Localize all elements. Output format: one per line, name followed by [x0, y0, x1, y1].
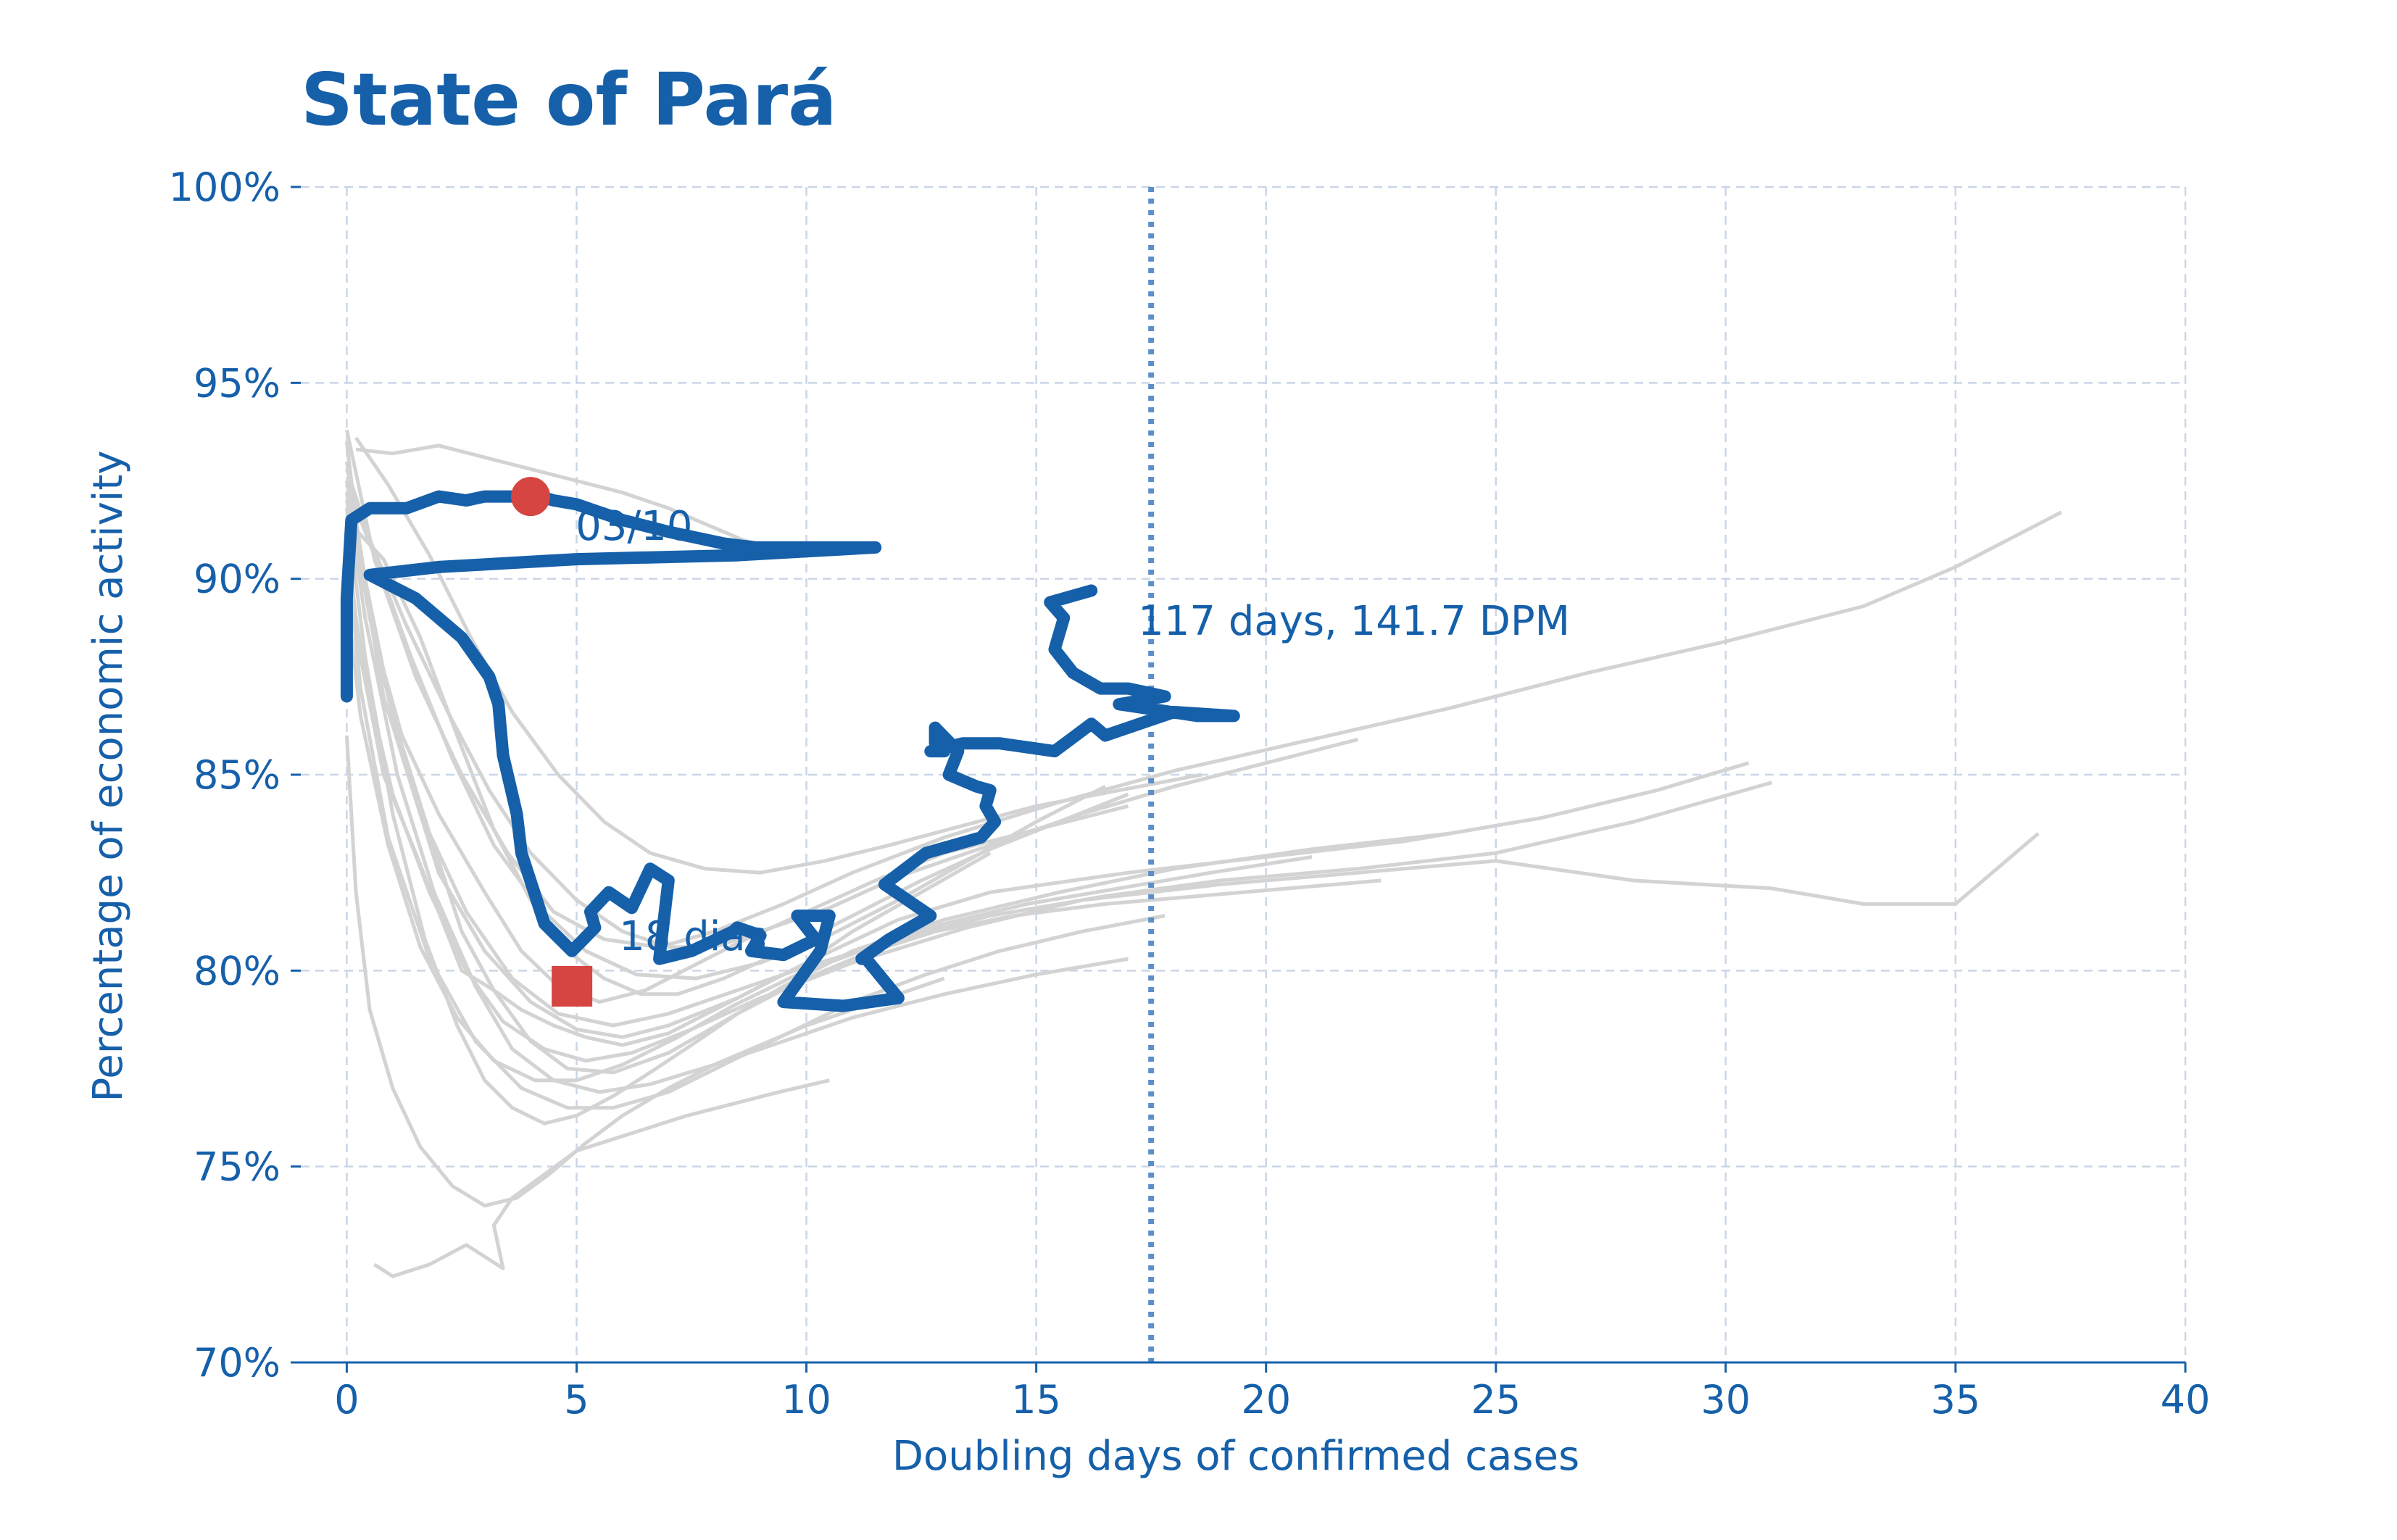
background-series-line [345, 483, 1106, 981]
x-tick-label: 0 [334, 1377, 359, 1423]
x-axis-label: Doubling days of confirmed cases [892, 1433, 1579, 1480]
start-marker-label: 03/10 [576, 503, 692, 550]
x-tick-labels: 0 5 10 15 20 25 30 35 40 [334, 1377, 2210, 1423]
background-series-line [344, 429, 2062, 949]
background-series-line [344, 492, 1129, 1094]
background-series-line [373, 1078, 830, 1278]
y-tick-label: 75% [194, 1144, 281, 1190]
y-tick-label: 85% [194, 752, 281, 798]
end-marker [552, 965, 593, 1007]
reference-line-label: 117 days, 141.7 DPM [1138, 598, 1570, 645]
marker-layer [511, 477, 593, 1007]
background-series-line [354, 436, 1202, 875]
axis-layer [291, 186, 2187, 1373]
y-tick-label: 80% [194, 948, 281, 994]
x-tick-label: 20 [1241, 1377, 1291, 1423]
x-tick-label: 10 [781, 1377, 831, 1423]
x-tick-label: 5 [564, 1377, 589, 1423]
background-series-line [344, 461, 1450, 1075]
x-tick-label: 25 [1471, 1377, 1521, 1423]
y-tick-label: 70% [194, 1340, 281, 1386]
highlight-series-line [340, 490, 1240, 1012]
x-tick-label: 35 [1931, 1377, 1981, 1423]
highlight-series-layer [340, 490, 1240, 1012]
y-tick-labels: 70% 75% 80% 85% 90% 95% 100% [169, 165, 281, 1386]
chart-title: State of Pará [301, 57, 837, 142]
start-marker [511, 477, 551, 517]
x-tick-label: 40 [2161, 1377, 2211, 1423]
x-tick-label: 30 [1700, 1377, 1750, 1423]
grid-layer [301, 186, 2187, 1364]
y-tick-label: 95% [194, 360, 281, 406]
background-series-line [344, 547, 1166, 1110]
y-tick-label: 90% [194, 557, 281, 602]
end-marker-label: 18 dias [619, 913, 767, 960]
background-series-line [344, 480, 1750, 1039]
background-series-line [344, 598, 1313, 1083]
x-tick-label: 15 [1011, 1377, 1061, 1423]
y-tick-label: 100% [169, 165, 281, 210]
background-series-layer [344, 429, 2062, 1278]
background-series-line [344, 441, 1772, 1028]
y-axis-label: Percentage of economic activity [85, 451, 132, 1102]
